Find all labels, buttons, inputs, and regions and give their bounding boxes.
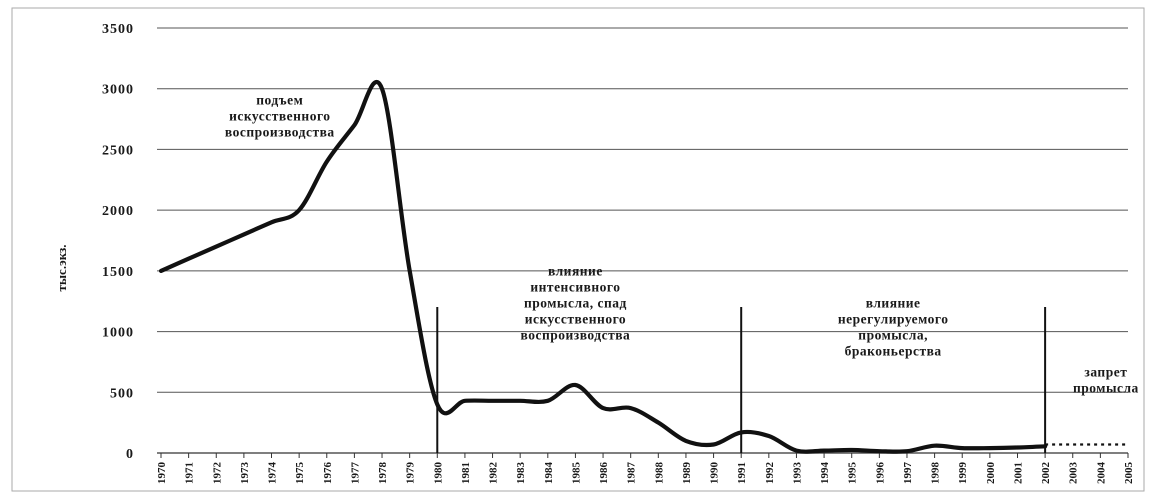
annotation-line: искусственного <box>525 312 626 327</box>
x-tick-label: 1997 <box>902 462 914 485</box>
annotation-line: промысла <box>1073 381 1139 396</box>
x-tick-label: 1986 <box>598 462 610 485</box>
x-tick-label: 1995 <box>847 462 859 485</box>
x-ticks: 1970 1971 1972 1973 1974 1975 1976 1977 1978 1979… <box>156 453 1135 484</box>
y-axis-label: тыс.экз. <box>54 245 69 292</box>
grid <box>157 27 1128 454</box>
y-tick-label: 2500 <box>102 143 134 158</box>
annotation-line: подъем <box>256 93 303 108</box>
x-tick-label: 1994 <box>819 462 831 485</box>
y-tick-label: 3500 <box>102 22 134 37</box>
x-tick-label: 1985 <box>570 462 582 485</box>
x-tick-label: 1974 <box>267 462 279 485</box>
x-tick-label: 1999 <box>957 462 969 485</box>
y-tick-label: 0 <box>126 447 134 462</box>
vertical-markers <box>436 307 1047 453</box>
annotation-line: влияние <box>548 264 603 279</box>
annotation-line: браконьерства <box>845 343 942 358</box>
x-tick-label: 1996 <box>874 462 886 485</box>
x-tick-label: 1998 <box>930 462 942 485</box>
annotation-line: интенсивного <box>530 280 620 295</box>
x-tick-label: 2004 <box>1095 462 1107 485</box>
x-tick-label: 1972 <box>211 462 223 485</box>
y-tick-label: 500 <box>110 386 134 401</box>
x-tick-label: 1992 <box>764 462 776 485</box>
x-tick-label: 1989 <box>681 462 693 485</box>
series <box>158 79 1128 454</box>
x-tick-label: 1988 <box>653 462 665 485</box>
x-tick-label: 1987 <box>626 462 638 485</box>
y-tick-label: 2000 <box>102 204 134 219</box>
annotation-line: промысла, спад <box>524 296 627 311</box>
x-tick-label: 2000 <box>985 462 997 485</box>
x-tick-label: 2002 <box>1040 462 1052 485</box>
annotation-line: влияние <box>866 295 921 310</box>
x-tick-label: 1978 <box>377 462 389 485</box>
annotation-line: воспроизводства <box>225 125 335 140</box>
x-tick-label: 1979 <box>405 462 417 485</box>
x-tick-label: 1970 <box>156 462 168 485</box>
x-tick-label: 1971 <box>184 462 196 484</box>
x-tick-label: 1973 <box>239 462 251 485</box>
x-tick-label: 1991 <box>736 462 748 484</box>
x-tick-label: 2001 <box>1012 462 1024 484</box>
x-tick-label: 1984 <box>543 462 555 485</box>
y-ticks: 0 500 1000 1500 2000 2500 3000 3500 <box>102 22 134 462</box>
x-tick-label: 1981 <box>460 462 472 484</box>
x-tick-label: 1975 <box>294 462 306 485</box>
annotation-line: воспроизводства <box>521 328 631 343</box>
annotation-line: запрет <box>1084 365 1127 380</box>
annotation-line: нерегулируемого <box>838 311 949 326</box>
y-tick-label: 3000 <box>102 83 134 98</box>
x-tick-label: 1982 <box>488 462 500 485</box>
x-tick-label: 1993 <box>791 462 803 485</box>
x-tick-label: 2003 <box>1068 462 1080 485</box>
y-tick-label: 1500 <box>102 265 134 280</box>
y-tick-label: 1000 <box>102 326 134 341</box>
plot-border <box>11 7 1145 492</box>
annotations: подъемискусственноговоспроизводствавлиян… <box>225 93 1139 396</box>
x-tick-label: 1990 <box>709 462 721 485</box>
x-tick-label: 1976 <box>322 462 334 485</box>
x-tick-label: 1983 <box>515 462 527 485</box>
series-line <box>158 79 1048 454</box>
annotation-line: искусственного <box>229 109 330 124</box>
x-tick-label: 1980 <box>432 462 444 485</box>
x-tick-label: 2005 <box>1123 462 1135 485</box>
x-tick-label: 1977 <box>349 462 361 485</box>
annotation-line: промысла, <box>858 327 928 342</box>
